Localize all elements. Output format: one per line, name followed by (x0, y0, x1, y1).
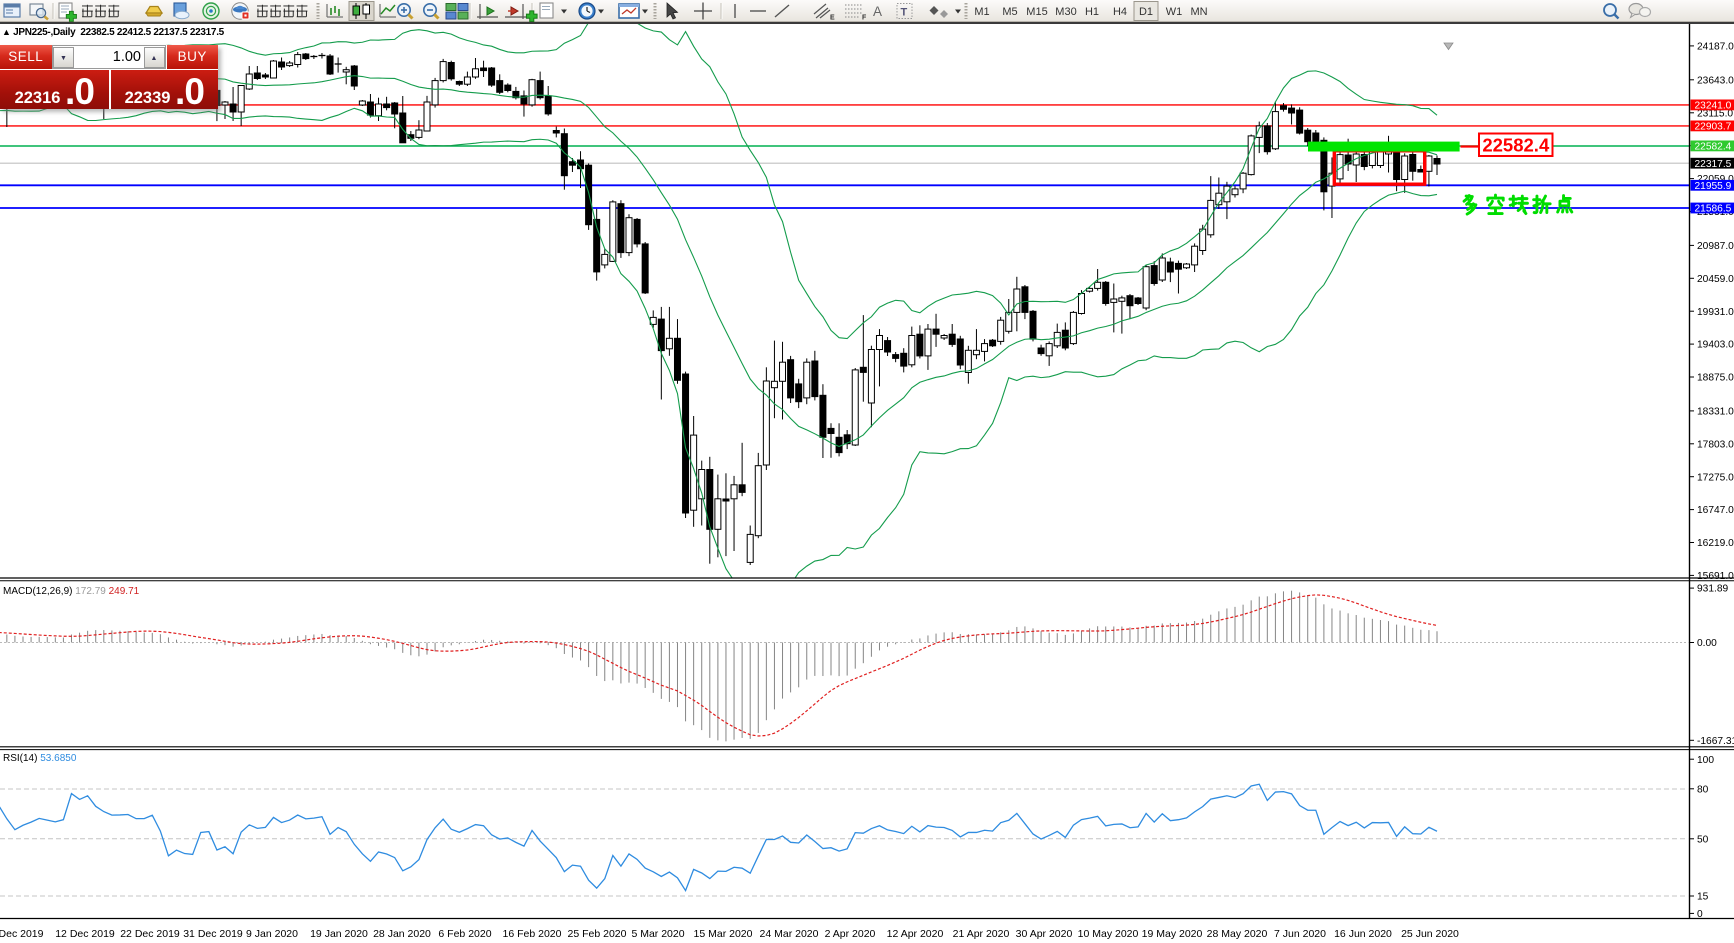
svg-text:12 Apr 2020: 12 Apr 2020 (887, 928, 944, 940)
svg-text:22317.5: 22317.5 (1695, 159, 1732, 170)
svg-text:M30: M30 (1055, 6, 1076, 18)
svg-text:931.89: 931.89 (1697, 584, 1728, 595)
svg-text:25 Jun 2020: 25 Jun 2020 (1401, 928, 1459, 940)
svg-text:15: 15 (1697, 892, 1709, 903)
svg-text:H1: H1 (1085, 6, 1099, 18)
svg-text:21586.5: 21586.5 (1695, 204, 1732, 215)
svg-text:17275.0: 17275.0 (1697, 472, 1734, 483)
svg-text:24187.0: 24187.0 (1697, 42, 1734, 53)
svg-text:22582.4: 22582.4 (1695, 142, 1732, 153)
svg-text:M15: M15 (1026, 6, 1047, 18)
svg-text:80: 80 (1697, 784, 1709, 795)
svg-text:30 Apr 2020: 30 Apr 2020 (1016, 928, 1073, 940)
svg-text:22903.7: 22903.7 (1695, 122, 1732, 133)
svg-text:17803.0: 17803.0 (1697, 439, 1734, 450)
svg-text:24 Mar 2020: 24 Mar 2020 (760, 928, 819, 940)
svg-text:5 Mar 2020: 5 Mar 2020 (631, 928, 684, 940)
svg-text:T: T (901, 7, 908, 19)
svg-text:22059.0: 22059.0 (1697, 174, 1734, 185)
svg-text:16219.0: 16219.0 (1697, 538, 1734, 549)
svg-text:20459.0: 20459.0 (1697, 274, 1734, 285)
svg-text:18875.0: 18875.0 (1697, 373, 1734, 384)
svg-text:9 Jan 2020: 9 Jan 2020 (246, 928, 298, 940)
svg-text:10 May 2020: 10 May 2020 (1078, 928, 1139, 940)
svg-text:2 Apr 2020: 2 Apr 2020 (825, 928, 876, 940)
svg-text:E: E (830, 15, 835, 22)
svg-text:D1: D1 (1139, 6, 1153, 18)
svg-text:100: 100 (1697, 755, 1714, 766)
svg-text:M5: M5 (1002, 6, 1017, 18)
svg-text:22582.4: 22582.4 (1482, 135, 1550, 156)
svg-text:25 Feb 2020: 25 Feb 2020 (568, 928, 627, 940)
svg-text:F: F (862, 15, 867, 22)
svg-text:RSI(14) 53.6850: RSI(14) 53.6850 (3, 753, 77, 764)
svg-text:MN: MN (1190, 6, 1207, 18)
svg-text:7 Jun 2020: 7 Jun 2020 (1274, 928, 1326, 940)
svg-text:22 Dec 2019: 22 Dec 2019 (120, 928, 180, 940)
svg-text:19403.0: 19403.0 (1697, 340, 1734, 351)
svg-text:12 Dec 2019: 12 Dec 2019 (55, 928, 115, 940)
svg-text:-1667.31: -1667.31 (1697, 736, 1734, 747)
svg-text:16747.0: 16747.0 (1697, 505, 1734, 516)
svg-text:MACD(12,26,9) 172.79 249.71: MACD(12,26,9) 172.79 249.71 (3, 586, 140, 597)
svg-text:50: 50 (1697, 834, 1709, 845)
svg-text:W1: W1 (1166, 6, 1183, 18)
svg-text:16 Jun 2020: 16 Jun 2020 (1334, 928, 1392, 940)
svg-text:6 Feb 2020: 6 Feb 2020 (438, 928, 491, 940)
svg-text:Dec 2019: Dec 2019 (0, 928, 44, 940)
svg-text:19 Jan 2020: 19 Jan 2020 (310, 928, 368, 940)
svg-text:16 Feb 2020: 16 Feb 2020 (503, 928, 562, 940)
svg-text:31 Dec 2019: 31 Dec 2019 (183, 928, 243, 940)
svg-text:0.00: 0.00 (1697, 638, 1717, 649)
svg-text:19 May 2020: 19 May 2020 (1142, 928, 1203, 940)
svg-text:23115.0: 23115.0 (1697, 108, 1733, 119)
svg-text:0: 0 (1697, 909, 1703, 920)
svg-text:20987.0: 20987.0 (1697, 241, 1734, 252)
svg-text:18331.0: 18331.0 (1697, 407, 1734, 418)
svg-text:28 May 2020: 28 May 2020 (1207, 928, 1268, 940)
svg-text:15 Mar 2020: 15 Mar 2020 (694, 928, 753, 940)
svg-text:23643.0: 23643.0 (1697, 75, 1734, 86)
svg-text:19931.0: 19931.0 (1697, 307, 1734, 318)
svg-text:21 Apr 2020: 21 Apr 2020 (953, 928, 1010, 940)
svg-text:A: A (873, 4, 882, 19)
svg-text:23241.0: 23241.0 (1695, 101, 1732, 112)
svg-text:H4: H4 (1113, 6, 1127, 18)
svg-text:28 Jan 2020: 28 Jan 2020 (373, 928, 431, 940)
svg-text:15691.0: 15691.0 (1697, 571, 1734, 582)
svg-text:21955.9: 21955.9 (1695, 181, 1732, 192)
svg-text:M1: M1 (974, 6, 989, 18)
